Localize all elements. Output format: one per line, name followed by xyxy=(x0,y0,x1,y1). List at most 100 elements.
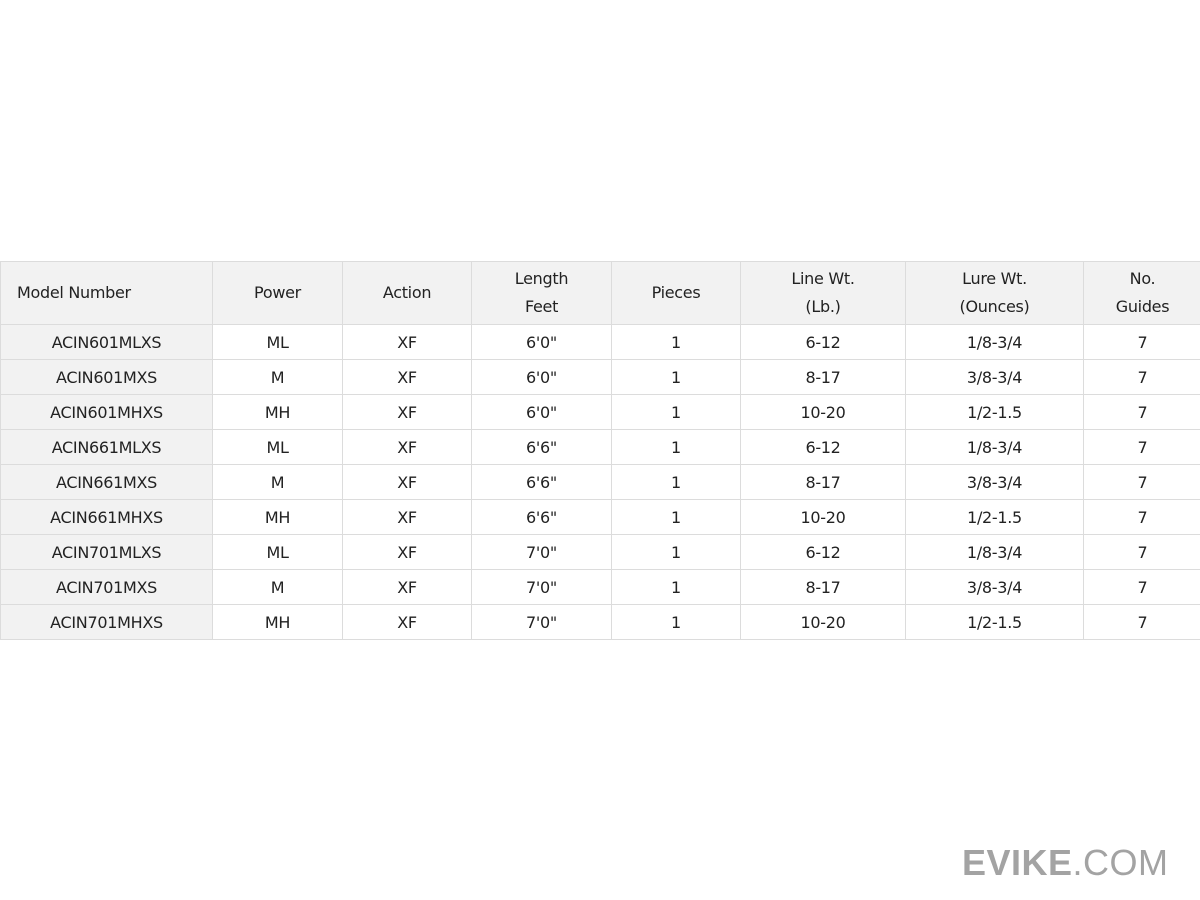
table-cell: 1 xyxy=(611,499,741,535)
specs-table: Model Number Power Action Length Feet Pieces L… xyxy=(0,261,1200,640)
column-header: Length Feet xyxy=(471,261,612,325)
table-cell: 1 xyxy=(611,534,741,570)
table-cell: 8-17 xyxy=(740,359,906,395)
table-row: ACIN601MHXS MH XF 6'0" 1 10-20 1/2-1.5 7 xyxy=(0,394,1200,430)
table-cell: ML xyxy=(212,429,343,465)
table-cell: M xyxy=(212,569,343,605)
table-cell: 7 xyxy=(1083,604,1200,640)
header-text: Length xyxy=(514,269,569,288)
table-cell: MH xyxy=(212,499,343,535)
table-cell: 10-20 xyxy=(740,604,906,640)
table-cell: XF xyxy=(342,604,472,640)
header-text: Power xyxy=(254,283,301,302)
header-text: Guides xyxy=(1115,297,1170,316)
table-cell: 1 xyxy=(611,569,741,605)
table-cell: 6'0" xyxy=(471,359,612,395)
table-cell: 1/8-3/4 xyxy=(905,324,1084,360)
table-cell: ML xyxy=(212,534,343,570)
table-cell: ACIN601MXS xyxy=(0,359,213,395)
table-cell: 7 xyxy=(1083,464,1200,500)
header-text: (Ounces) xyxy=(959,297,1030,316)
table-cell: 3/8-3/4 xyxy=(905,359,1084,395)
table-cell: 7 xyxy=(1083,359,1200,395)
table-cell: XF xyxy=(342,394,472,430)
header-row: Model Number Power Action Length Feet Pieces L… xyxy=(0,261,1200,325)
table-cell: 7'0" xyxy=(471,534,612,570)
table-row: ACIN701MHXS MH XF 7'0" 1 10-20 1/2-1.5 7 xyxy=(0,604,1200,640)
table-cell: 6'6" xyxy=(471,464,612,500)
header-text: (Lb.) xyxy=(805,297,841,316)
table-cell: MH xyxy=(212,604,343,640)
header-text: No. xyxy=(1129,269,1156,288)
table-cell: XF xyxy=(342,499,472,535)
table-cell: 1 xyxy=(611,604,741,640)
table-row: ACIN661MHXS MH XF 6'6" 1 10-20 1/2-1.5 7 xyxy=(0,499,1200,535)
table-cell: XF xyxy=(342,429,472,465)
table-cell: M xyxy=(212,359,343,395)
table-row: ACIN661MXS M XF 6'6" 1 8-17 3/8-3/4 7 xyxy=(0,464,1200,500)
table-cell: 1 xyxy=(611,324,741,360)
table-cell: 3/8-3/4 xyxy=(905,464,1084,500)
table-cell: 7 xyxy=(1083,324,1200,360)
table-cell: 1 xyxy=(611,359,741,395)
table-cell: 1/2-1.5 xyxy=(905,394,1084,430)
table-cell: ML xyxy=(212,324,343,360)
table-cell: ACIN601MLXS xyxy=(0,324,213,360)
header-text: Line Wt. xyxy=(791,269,855,288)
evike-logo: EVIKE.COM xyxy=(962,842,1169,883)
table-row: ACIN701MXS M XF 7'0" 1 8-17 3/8-3/4 7 xyxy=(0,569,1200,605)
table-cell: ACIN661MXS xyxy=(0,464,213,500)
table-cell: 3/8-3/4 xyxy=(905,569,1084,605)
table-cell: XF xyxy=(342,464,472,500)
table-row: ACIN661MLXS ML XF 6'6" 1 6-12 1/8-3/4 7 xyxy=(0,429,1200,465)
table-cell: 8-17 xyxy=(740,569,906,605)
table-cell: XF xyxy=(342,359,472,395)
column-header: Line Wt. (Lb.) xyxy=(740,261,906,325)
table-cell: 6'0" xyxy=(471,324,612,360)
table-cell: XF xyxy=(342,534,472,570)
table-cell: 6-12 xyxy=(740,324,906,360)
table-cell: 1 xyxy=(611,394,741,430)
table-cell: 7'0" xyxy=(471,569,612,605)
column-header: Lure Wt. (Ounces) xyxy=(905,261,1084,325)
table-cell: 6-12 xyxy=(740,429,906,465)
table-cell: XF xyxy=(342,324,472,360)
header-text: Model Number xyxy=(17,283,131,302)
column-header: Action xyxy=(342,261,472,325)
column-header: Model Number xyxy=(0,261,213,325)
table-cell: 7 xyxy=(1083,569,1200,605)
table-cell: 1/8-3/4 xyxy=(905,429,1084,465)
column-header: Pieces xyxy=(611,261,741,325)
table-cell: ACIN701MLXS xyxy=(0,534,213,570)
table-cell: ACIN661MLXS xyxy=(0,429,213,465)
table-cell: 1 xyxy=(611,429,741,465)
table-cell: 10-20 xyxy=(740,394,906,430)
table-cell: ACIN701MXS xyxy=(0,569,213,605)
table-cell: 7'0" xyxy=(471,604,612,640)
table-cell: 7 xyxy=(1083,429,1200,465)
table-row: ACIN601MXS M XF 6'0" 1 8-17 3/8-3/4 7 xyxy=(0,359,1200,395)
table-cell: ACIN601MHXS xyxy=(0,394,213,430)
table-cell: 1/2-1.5 xyxy=(905,604,1084,640)
table-cell: 1 xyxy=(611,464,741,500)
table-row: ACIN601MLXS ML XF 6'0" 1 6-12 1/8-3/4 7 xyxy=(0,324,1200,360)
header-text: Action xyxy=(382,283,432,302)
table-cell: XF xyxy=(342,569,472,605)
column-header: Power xyxy=(212,261,343,325)
table-cell: 7 xyxy=(1083,534,1200,570)
table-cell: 1/2-1.5 xyxy=(905,499,1084,535)
table-cell: 10-20 xyxy=(740,499,906,535)
table-cell: 7 xyxy=(1083,394,1200,430)
table-cell: ACIN701MHXS xyxy=(0,604,213,640)
table-row: ACIN701MLXS ML XF 7'0" 1 6-12 1/8-3/4 7 xyxy=(0,534,1200,570)
table-cell: 6'6" xyxy=(471,499,612,535)
header-text: Feet xyxy=(524,297,559,316)
header-text: Pieces xyxy=(651,283,701,302)
table-cell: 6-12 xyxy=(740,534,906,570)
table-cell: M xyxy=(212,464,343,500)
table-cell: ACIN661MHXS xyxy=(0,499,213,535)
header-text: Lure Wt. xyxy=(962,269,1027,288)
table-cell: 8-17 xyxy=(740,464,906,500)
table-cell: 1/8-3/4 xyxy=(905,534,1084,570)
table-cell: 6'0" xyxy=(471,394,612,430)
